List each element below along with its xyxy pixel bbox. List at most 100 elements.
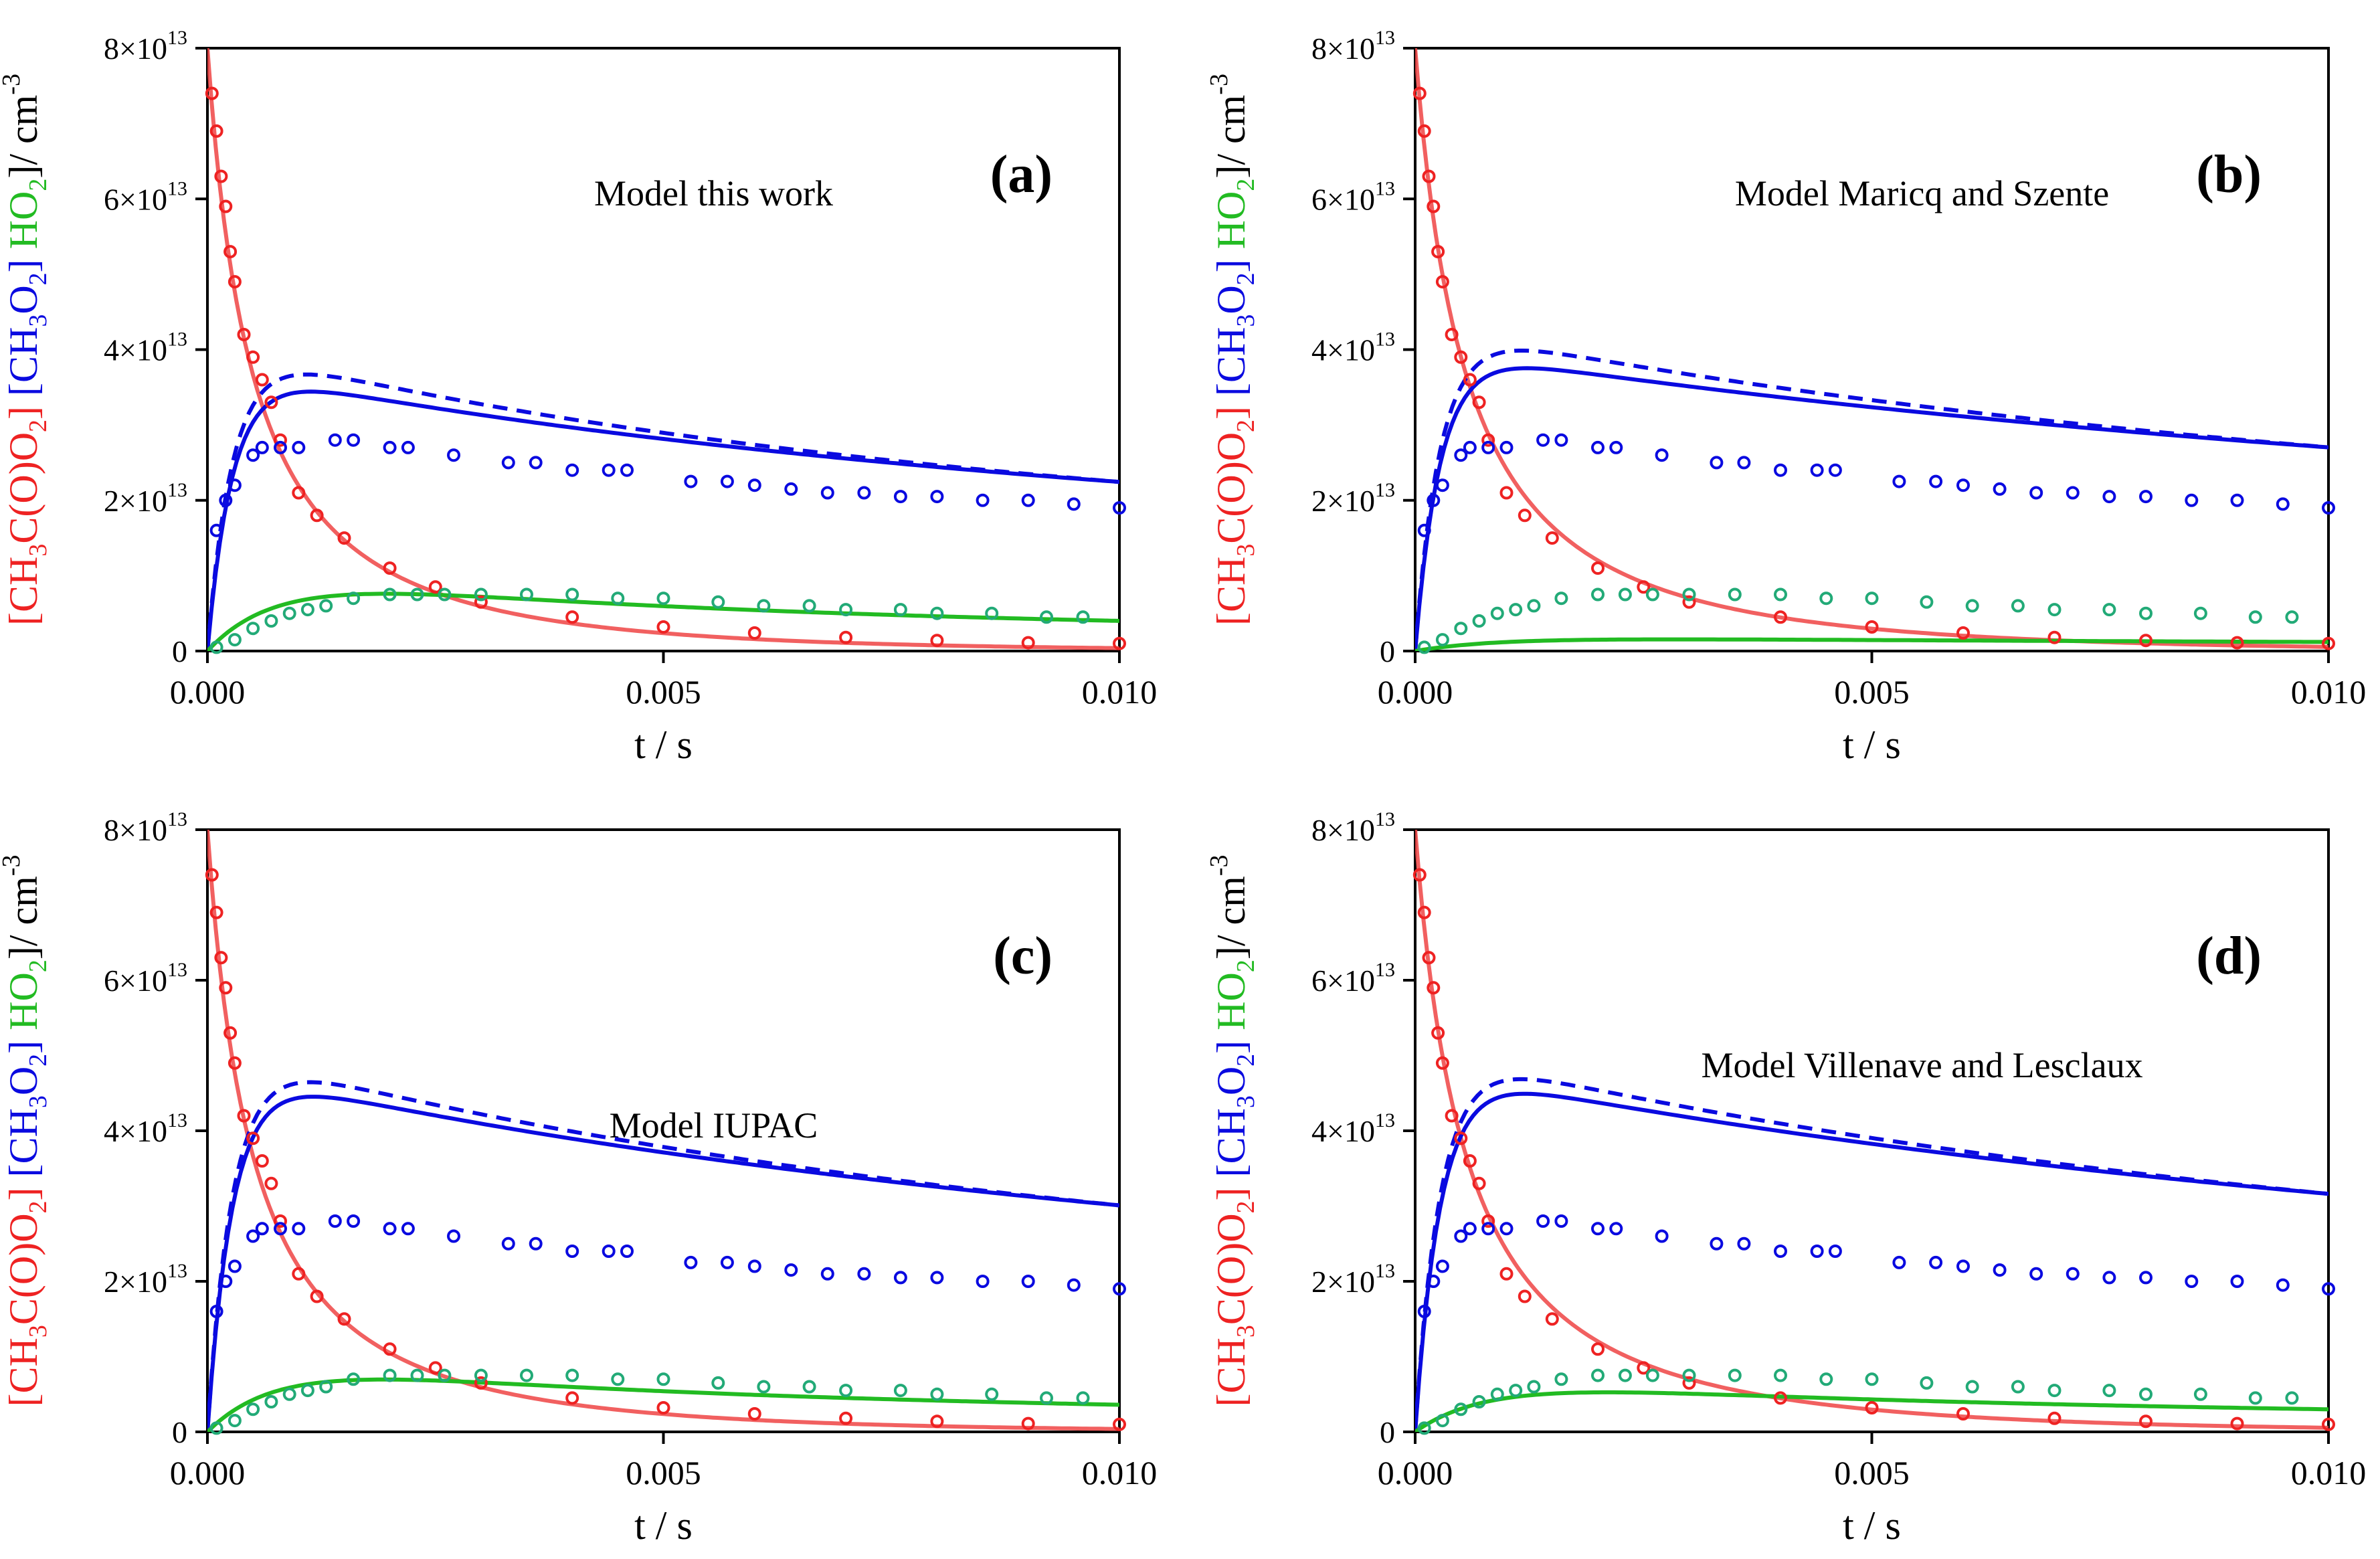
data-point-ho2: [209, 640, 223, 654]
data-point-ho2: [1509, 603, 1523, 617]
data-point-methylperoxy: [292, 1222, 306, 1236]
data-point-methylperoxy: [219, 493, 233, 507]
data-point-ho2: [474, 587, 488, 602]
data-point-acetylperoxy: [246, 1131, 260, 1145]
data-point-acetylperoxy: [1956, 1407, 1970, 1420]
data-point-acetylperoxy: [1435, 275, 1449, 289]
y-tick-label: 6×1013: [1311, 177, 1395, 216]
data-point-ho2: [347, 1372, 361, 1386]
series-1: [205, 868, 1126, 1431]
data-point-methylperoxy: [784, 482, 798, 496]
data-point-methylperoxy: [930, 1271, 944, 1285]
data-point-acetylperoxy: [237, 1109, 251, 1123]
series-1: [1412, 86, 2335, 650]
data-point-acetylperoxy: [310, 1289, 324, 1303]
data-point-acetylperoxy: [337, 531, 351, 545]
data-point-acetylperoxy: [1591, 1342, 1605, 1356]
panel-tag: (b): [2196, 145, 2262, 204]
x-axis-label: t / s: [634, 723, 693, 767]
x-tick-label: 0.005: [626, 673, 701, 711]
x-tick-label: 0.010: [1082, 673, 1158, 711]
series-2: [209, 433, 1126, 537]
data-point-acetylperoxy: [2322, 636, 2335, 650]
x-axis-label: t / s: [634, 1503, 693, 1548]
data-point-ho2: [893, 603, 907, 617]
data-point-acetylperoxy: [565, 1391, 579, 1405]
data-point-ho2: [2102, 603, 2116, 617]
data-point-methylperoxy: [1113, 501, 1126, 515]
data-point-acetylperoxy: [1113, 636, 1126, 650]
data-point-acetylperoxy: [1412, 868, 1427, 882]
model-title: Model Maricq and Szente: [1735, 173, 2109, 213]
data-point-ho2: [1490, 1387, 1504, 1401]
data-point-ho2: [1965, 1380, 1979, 1394]
data-point-ho2: [802, 599, 816, 613]
x-axis-label: t / s: [1843, 1503, 1901, 1548]
y-tick-label: 4×1013: [104, 1109, 187, 1148]
data-point-acetylperoxy: [1445, 1109, 1459, 1123]
x-tick-label: 0.010: [2291, 673, 2367, 711]
data-point-acetylperoxy: [1545, 531, 1559, 545]
series-2: [209, 1214, 1126, 1318]
data-point-ho2: [1490, 606, 1504, 620]
data-point-methylperoxy: [684, 1255, 698, 1269]
data-point-methylperoxy: [620, 463, 634, 477]
y-tick-label: 2×1013: [104, 479, 187, 518]
data-point-methylperoxy: [1113, 1282, 1126, 1296]
panel-tag: (c): [993, 927, 1052, 986]
data-point-acetylperoxy: [1454, 350, 1468, 364]
model-curve-methylperoxy: [1415, 366, 2328, 651]
data-point-ho2: [264, 614, 278, 628]
data-point-ho2: [565, 587, 579, 602]
data-point-methylperoxy: [1993, 1263, 2007, 1277]
model-curve-acetylperoxy: [1415, 830, 2328, 1430]
data-point-ho2: [930, 606, 944, 620]
data-point-acetylperoxy: [209, 905, 223, 919]
data-point-acetylperoxy: [1682, 595, 1696, 609]
data-point-acetylperoxy: [292, 486, 306, 500]
data-point-acetylperoxy: [2047, 1411, 2062, 1425]
data-point-ho2: [802, 1380, 816, 1394]
data-point-ho2: [300, 603, 314, 617]
data-point-ho2: [1040, 610, 1053, 624]
y-tick-label: 2×1013: [104, 1260, 187, 1299]
data-point-acetylperoxy: [223, 1026, 238, 1040]
y-tick-label: 6×1013: [1311, 959, 1395, 998]
data-point-acetylperoxy: [214, 951, 228, 965]
data-point-ho2: [246, 622, 260, 636]
data-point-ho2: [1509, 1384, 1523, 1398]
data-point-methylperoxy: [2230, 493, 2244, 507]
data-point-ho2: [410, 587, 424, 602]
data-point-acetylperoxy: [2230, 1416, 2244, 1431]
data-point-methylperoxy: [1021, 493, 1035, 507]
data-point-methylperoxy: [2276, 497, 2290, 511]
data-point-methylperoxy: [1536, 1214, 1550, 1228]
data-point-methylperoxy: [255, 440, 269, 454]
data-point-acetylperoxy: [292, 1267, 306, 1281]
data-point-ho2: [1865, 1372, 1879, 1386]
data-point-acetylperoxy: [255, 373, 269, 387]
plot-frame: [1414, 47, 2330, 652]
model-title: Model Villenave and Lesclaux: [1702, 1045, 2143, 1085]
data-point-ho2: [2102, 1384, 2116, 1398]
data-point-ho2: [2011, 1380, 2025, 1394]
model-curve-ho2: [1415, 1390, 2328, 1432]
x-axis-label: t / s: [1843, 723, 1901, 767]
data-point-methylperoxy: [401, 1222, 415, 1236]
data-point-methylperoxy: [447, 448, 460, 462]
data-point-acetylperoxy: [428, 580, 442, 594]
data-point-ho2: [1920, 595, 1934, 609]
data-point-ho2: [438, 587, 452, 602]
data-point-ho2: [347, 591, 361, 606]
data-point-methylperoxy: [328, 433, 342, 447]
data-point-ho2: [565, 1368, 579, 1382]
data-point-ho2: [1591, 587, 1605, 602]
data-point-methylperoxy: [2276, 1278, 2290, 1292]
x-tick-label: 0.005: [1834, 673, 1910, 711]
data-point-acetylperoxy: [214, 169, 228, 183]
y-tick-label: 0: [172, 634, 187, 668]
data-point-acetylperoxy: [219, 981, 233, 995]
data-point-methylperoxy: [1435, 1259, 1449, 1273]
y-axis-label: [CH3C(O)O2] [CH3O2] HO2]/ cm-3: [1205, 855, 1260, 1407]
data-point-methylperoxy: [529, 1236, 543, 1251]
